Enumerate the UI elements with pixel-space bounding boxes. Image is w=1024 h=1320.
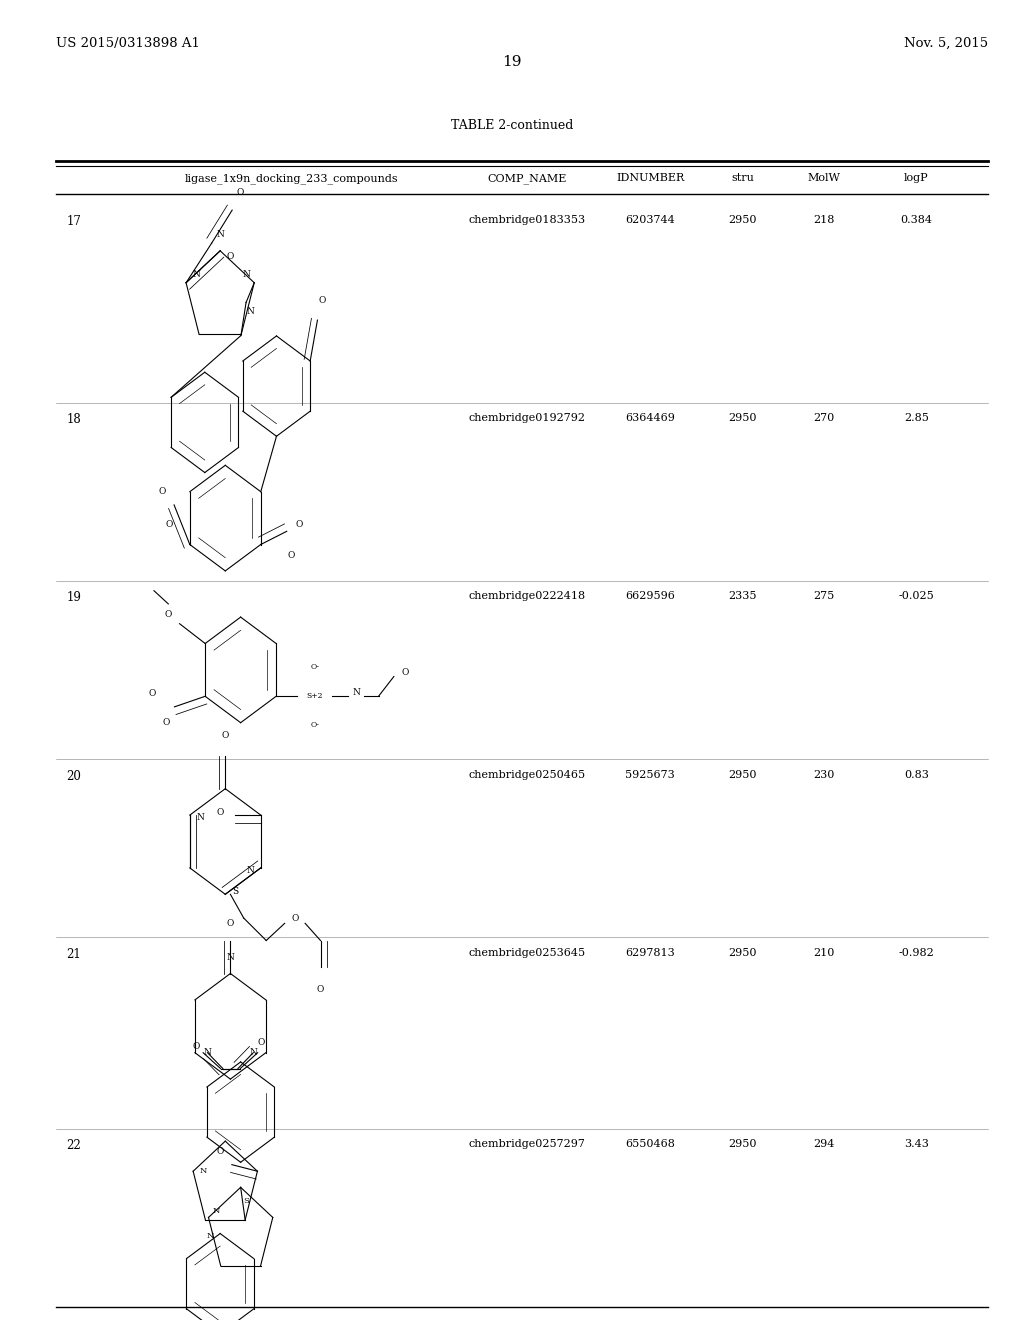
Text: chembridge0253645: chembridge0253645 <box>469 948 586 958</box>
Text: O-: O- <box>310 721 319 730</box>
Text: chembridge0257297: chembridge0257297 <box>469 1139 586 1150</box>
Text: O: O <box>401 668 409 677</box>
Text: 2950: 2950 <box>728 948 757 958</box>
Text: 2950: 2950 <box>728 770 757 780</box>
Text: O: O <box>217 1147 224 1156</box>
Text: N: N <box>200 1167 207 1175</box>
Text: 2.85: 2.85 <box>904 413 929 424</box>
Text: Nov. 5, 2015: Nov. 5, 2015 <box>904 37 988 50</box>
Text: 275: 275 <box>814 591 835 602</box>
Text: 17: 17 <box>67 215 82 228</box>
Text: TABLE 2-continued: TABLE 2-continued <box>451 119 573 132</box>
Text: 210: 210 <box>814 948 835 958</box>
Text: 6364469: 6364469 <box>626 413 675 424</box>
Text: O: O <box>193 1041 200 1051</box>
Text: 270: 270 <box>814 413 835 424</box>
Text: 0.384: 0.384 <box>900 215 933 226</box>
Text: N: N <box>193 271 201 280</box>
Text: O: O <box>221 731 229 741</box>
Text: 218: 218 <box>814 215 835 226</box>
Text: S: S <box>232 887 239 896</box>
Text: O: O <box>148 689 156 698</box>
Text: 2950: 2950 <box>728 215 757 226</box>
Text: logP: logP <box>904 173 929 183</box>
Text: N: N <box>242 271 250 280</box>
Text: N: N <box>216 231 224 239</box>
Text: O: O <box>226 252 233 261</box>
Text: 2950: 2950 <box>728 413 757 424</box>
Text: 3.43: 3.43 <box>904 1139 929 1150</box>
Text: 6629596: 6629596 <box>626 591 675 602</box>
Text: 2335: 2335 <box>728 591 757 602</box>
Text: MolW: MolW <box>808 173 841 183</box>
Text: chembridge0183353: chembridge0183353 <box>469 215 586 226</box>
Text: O-: O- <box>310 663 319 672</box>
Text: O: O <box>287 550 295 560</box>
Text: N: N <box>204 1048 211 1057</box>
Text: stru: stru <box>731 173 754 183</box>
Text: 6297813: 6297813 <box>626 948 675 958</box>
Text: O: O <box>295 520 303 529</box>
Text: chembridge0222418: chembridge0222418 <box>469 591 586 602</box>
Text: COMP_NAME: COMP_NAME <box>487 173 567 183</box>
Text: 5925673: 5925673 <box>626 770 675 780</box>
Text: chembridge0192792: chembridge0192792 <box>469 413 586 424</box>
Text: 20: 20 <box>67 770 82 783</box>
Text: O: O <box>316 985 325 994</box>
Text: chembridge0250465: chembridge0250465 <box>469 770 586 780</box>
Text: 230: 230 <box>814 770 835 780</box>
Text: 19: 19 <box>67 591 82 605</box>
Text: IDNUMBER: IDNUMBER <box>616 173 684 183</box>
Text: ligase_1x9n_docking_233_compounds: ligase_1x9n_docking_233_compounds <box>185 173 398 183</box>
Text: N: N <box>250 1048 257 1057</box>
Text: 2950: 2950 <box>728 1139 757 1150</box>
Text: 21: 21 <box>67 948 81 961</box>
Text: 19: 19 <box>502 55 522 70</box>
Text: O: O <box>258 1038 265 1047</box>
Text: -0.025: -0.025 <box>899 591 934 602</box>
Text: N: N <box>207 1232 214 1239</box>
Text: O: O <box>216 808 223 817</box>
Text: O: O <box>163 718 170 727</box>
Text: -0.982: -0.982 <box>899 948 934 958</box>
Text: 294: 294 <box>814 1139 835 1150</box>
Text: 6203744: 6203744 <box>626 215 675 226</box>
Text: N: N <box>197 813 204 822</box>
Text: O: O <box>226 919 234 928</box>
Text: O: O <box>318 296 327 305</box>
Text: S+2: S+2 <box>307 692 324 701</box>
Text: S: S <box>243 1196 249 1205</box>
Text: N: N <box>226 953 234 962</box>
Text: O: O <box>237 189 244 198</box>
Text: 6550468: 6550468 <box>626 1139 675 1150</box>
Text: 22: 22 <box>67 1139 81 1152</box>
Text: O: O <box>158 487 166 496</box>
Text: O: O <box>165 610 172 619</box>
Text: N: N <box>247 866 254 875</box>
Text: O: O <box>291 913 299 923</box>
Text: N: N <box>352 688 359 697</box>
Text: US 2015/0313898 A1: US 2015/0313898 A1 <box>56 37 201 50</box>
Text: 18: 18 <box>67 413 81 426</box>
Text: N: N <box>246 308 254 317</box>
Text: N: N <box>213 1206 220 1214</box>
Text: O: O <box>165 520 173 529</box>
Text: 0.83: 0.83 <box>904 770 929 780</box>
